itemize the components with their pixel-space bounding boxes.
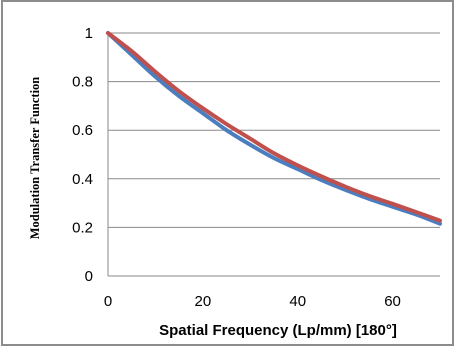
x-tick-label-2: 40 xyxy=(289,293,306,310)
x-axis-label: Spatial Frequency (Lp/mm) [180°] xyxy=(159,322,397,339)
y-tick-label-0: 0 xyxy=(85,268,93,285)
y-tick-label-3: 0.6 xyxy=(72,122,93,139)
y-axis-label: Modulation Transfer Function xyxy=(28,77,42,240)
x-tick-label-0: 0 xyxy=(104,293,112,310)
y-tick-label-1: 0.2 xyxy=(72,219,93,236)
y-tick-label-2: 0.4 xyxy=(72,171,93,188)
x-tick-label-1: 20 xyxy=(195,293,212,310)
x-tick-label-3: 60 xyxy=(384,293,401,310)
y-tick-label-4: 0.8 xyxy=(72,74,93,91)
y-tick-label-5: 1 xyxy=(85,25,93,42)
